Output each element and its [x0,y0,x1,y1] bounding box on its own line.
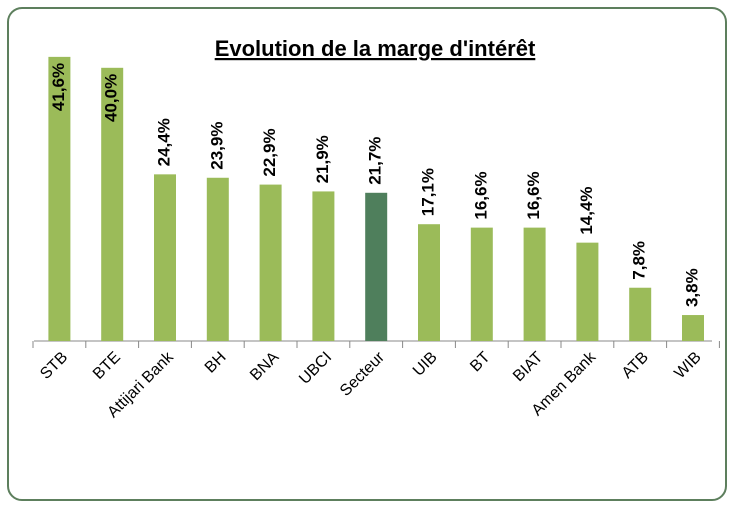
bar [206,177,229,341]
chart-title: Evolution de la marge d'intérêt [215,36,536,61]
bar [154,174,176,341]
data-label: 41,6% [49,63,68,111]
bar [101,67,124,342]
data-label: 17,1% [418,168,437,216]
data-label: 24,4% [154,118,173,166]
data-label: 22,9% [260,128,279,176]
data-label: 40,0% [102,74,121,122]
bar [576,242,599,341]
data-label: 21,7% [366,137,385,185]
data-label: 3,8% [682,268,701,307]
bar [629,287,652,341]
bar [259,184,282,341]
bar [312,191,335,341]
bar [470,227,493,341]
data-label: 16,6% [471,171,490,219]
bar [682,315,704,341]
bar [365,192,388,341]
data-label: 14,4% [577,186,596,234]
bar [418,224,440,341]
data-label: 21,9% [313,135,332,183]
data-label: 16,6% [524,171,543,219]
data-label: 23,9% [207,122,226,170]
data-label: 7,8% [630,241,649,280]
bar [523,227,546,341]
bar [48,56,71,341]
